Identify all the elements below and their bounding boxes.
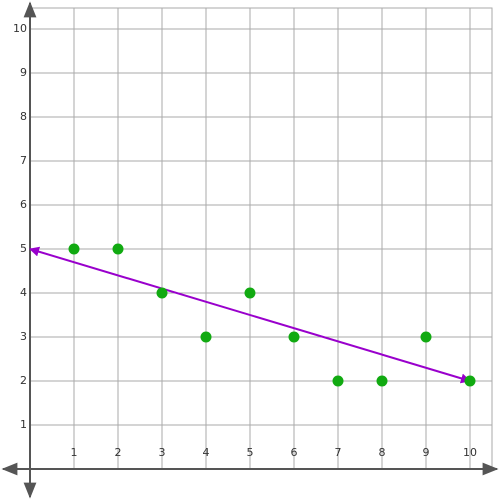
point bbox=[112, 243, 124, 255]
point bbox=[376, 375, 388, 387]
point bbox=[156, 287, 168, 299]
y-tick-label: 9 bbox=[20, 66, 27, 79]
x-tick-label: 4 bbox=[203, 446, 210, 459]
y-tick-label: 2 bbox=[20, 374, 27, 387]
y-tick-label: 4 bbox=[20, 286, 27, 299]
x-tick-label: 5 bbox=[247, 446, 254, 459]
x-tick-label: 3 bbox=[159, 446, 166, 459]
x-tick-label: 10 bbox=[463, 446, 477, 459]
grid bbox=[30, 8, 492, 469]
y-tick-label: 10 bbox=[13, 22, 27, 35]
plot-border bbox=[29, 7, 493, 470]
x-tick-label: 6 bbox=[291, 446, 298, 459]
data bbox=[29, 243, 476, 387]
trend-line bbox=[29, 246, 471, 384]
y-tick-label: 5 bbox=[20, 242, 27, 255]
x-tick-label: 2 bbox=[115, 446, 122, 459]
y-tick-label: 8 bbox=[20, 110, 27, 123]
x-tick-label: 8 bbox=[379, 446, 386, 459]
point bbox=[420, 331, 432, 343]
x-tick-label: 9 bbox=[423, 446, 430, 459]
y-tick-label: 3 bbox=[20, 330, 27, 343]
y-tick-label: 7 bbox=[20, 154, 27, 167]
point bbox=[244, 287, 256, 299]
point bbox=[288, 331, 300, 343]
point bbox=[332, 375, 344, 387]
x-tick-label: 1 bbox=[71, 446, 78, 459]
point bbox=[200, 331, 212, 343]
y-tick-label: 6 bbox=[20, 198, 27, 211]
y-tick-label: 1 bbox=[20, 418, 27, 431]
point bbox=[464, 375, 476, 387]
point bbox=[68, 243, 80, 255]
x-tick-label: 7 bbox=[335, 446, 342, 459]
